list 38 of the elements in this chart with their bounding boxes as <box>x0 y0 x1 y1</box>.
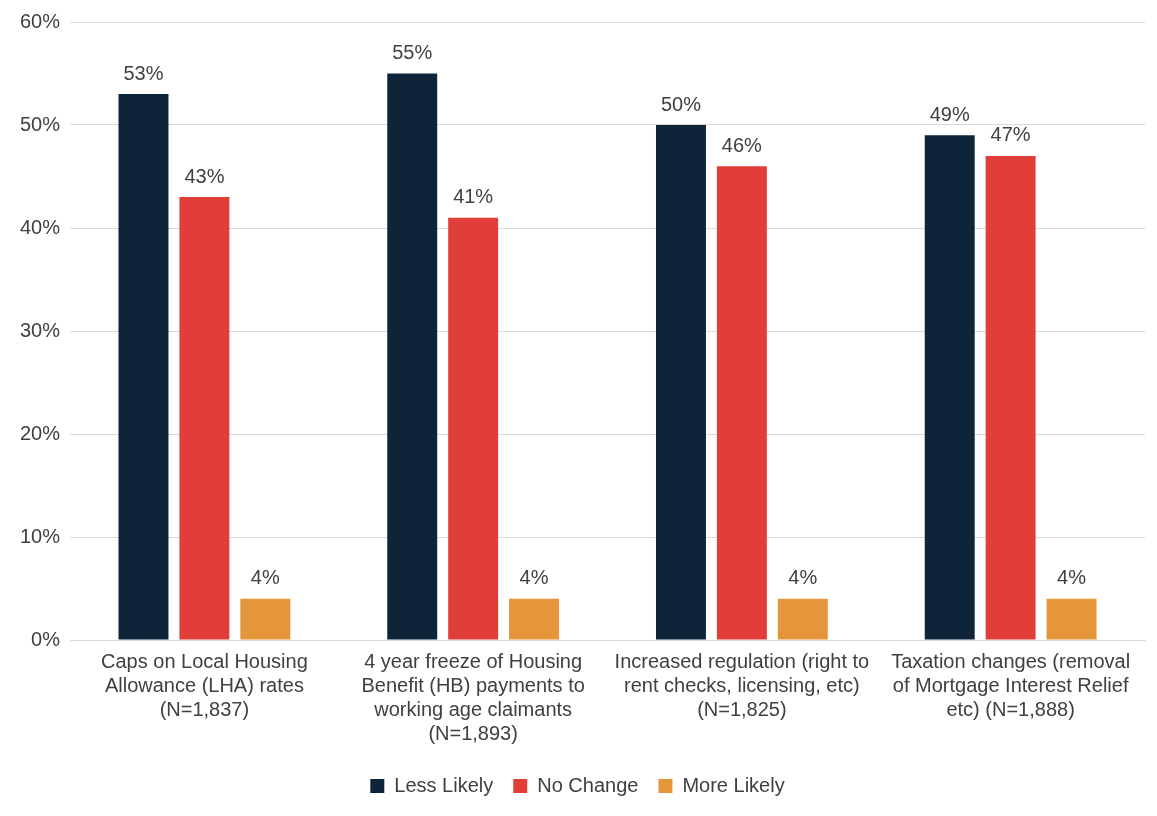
x-tick-label: Caps on Local Housing Allowance (LHA) rates (N=1,837) <box>101 649 308 720</box>
data-label: 4% <box>250 566 280 589</box>
data-label: 41% <box>453 185 494 208</box>
data-label: 47% <box>990 123 1031 146</box>
legend-label: More Likely <box>682 773 785 796</box>
y-tick-label: 60% <box>20 9 61 32</box>
y-tick-label: 40% <box>20 215 61 238</box>
data-label: 46% <box>721 133 763 156</box>
bar <box>777 598 828 640</box>
bar <box>118 94 169 640</box>
legend-label: Less Likely <box>394 773 494 796</box>
x-tick-label: 4 year freeze of Housing Benefit (HB) payments to working age claimants (N=1,893) <box>361 649 585 744</box>
y-tick-label: 10% <box>20 524 61 547</box>
data-label: 50% <box>660 92 702 115</box>
data-label: 4% <box>788 566 818 589</box>
data-label: 55% <box>392 41 433 64</box>
legend-label: No Change <box>537 773 639 796</box>
bar <box>924 135 975 640</box>
bar <box>656 125 706 640</box>
bar <box>716 166 767 640</box>
bar <box>387 73 438 640</box>
data-label: 4% <box>519 566 549 589</box>
bar <box>985 155 1036 640</box>
y-tick-label: 30% <box>20 318 61 341</box>
data-label: 43% <box>184 164 225 187</box>
bar <box>448 217 499 640</box>
x-tick-label: Taxation changes (removal of Mortgage Interest Relief etc) (N=1,888) <box>891 649 1131 720</box>
y-tick-label: 20% <box>20 421 61 444</box>
y-tick-label: 0% <box>31 627 61 650</box>
y-tick-label: 50% <box>20 112 61 135</box>
bar <box>179 197 230 640</box>
data-label: 4% <box>1057 566 1087 589</box>
bar <box>240 598 291 640</box>
data-label: 49% <box>929 102 970 125</box>
bar <box>1046 598 1097 640</box>
x-tick-label: Increased regulation (right to rent checks, licensing, etc) (N=1,825) <box>614 649 870 720</box>
bar <box>509 598 560 640</box>
data-label: 53% <box>123 61 164 84</box>
